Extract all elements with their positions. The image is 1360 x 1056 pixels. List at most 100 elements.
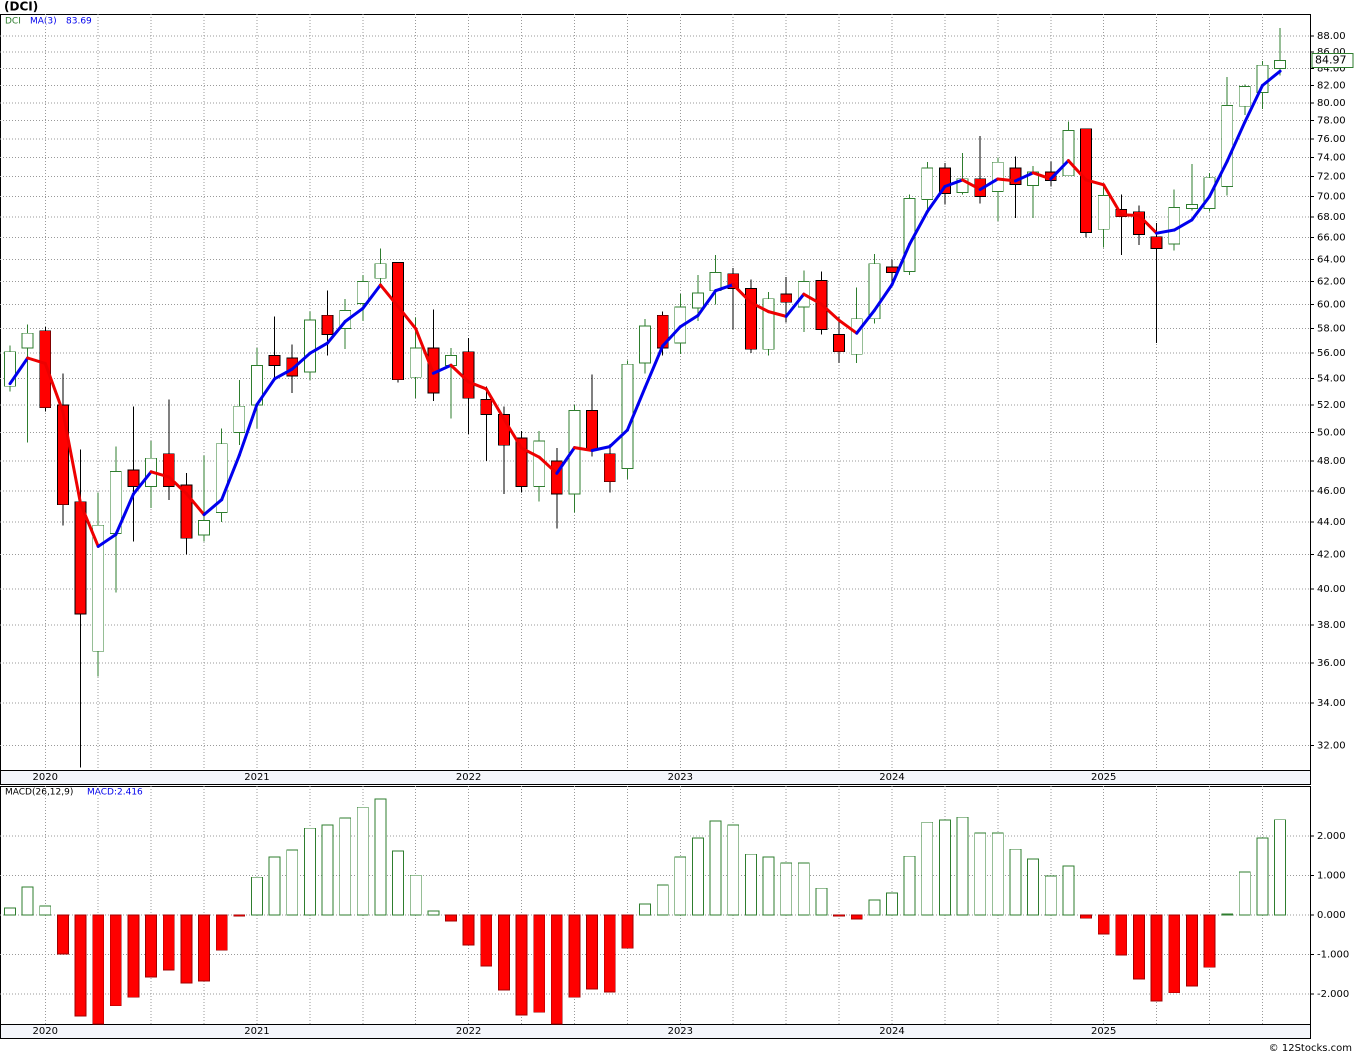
y-tick-label: 32.00	[1317, 740, 1346, 751]
ma-segment	[114, 492, 135, 536]
candle-body	[727, 273, 740, 289]
macd-bar	[1044, 875, 1057, 916]
ma-segment	[361, 283, 382, 310]
macd-bar	[1062, 865, 1075, 916]
y-tick-label: 38.00	[1317, 620, 1346, 631]
ma-segment	[220, 453, 241, 502]
macd-bar	[162, 914, 175, 971]
candle-body	[1274, 60, 1286, 69]
x-tick-label: 2024	[879, 772, 904, 783]
candle-body	[39, 330, 52, 409]
candle-body	[621, 363, 634, 469]
ma-segment	[96, 532, 118, 548]
macd-bar	[780, 862, 793, 916]
y-tick-label: 54.00	[1317, 373, 1346, 384]
x-axis-band	[0, 1024, 1311, 1039]
candle-body	[533, 440, 546, 487]
candle-body	[1009, 167, 1022, 185]
x-tick-label: 2021	[244, 772, 269, 783]
ma-segment	[326, 320, 347, 345]
macd-bar	[374, 798, 387, 916]
chart-title: (DCI)	[4, 0, 38, 14]
candle-body	[339, 310, 352, 329]
ma-segment	[1260, 69, 1282, 87]
legend-ma: MA(3)	[30, 17, 57, 27]
y-tick-label: -2.000	[1317, 989, 1349, 1000]
y-tick-label: 46.00	[1317, 486, 1346, 497]
macd-bar	[57, 914, 69, 955]
macd-bar	[868, 899, 881, 916]
macd-bar	[674, 856, 687, 916]
y-tick-label: 40.00	[1317, 584, 1346, 595]
legend-ma-value: 83.69	[66, 17, 92, 27]
candle-body	[233, 405, 246, 433]
ma-segment	[1243, 83, 1264, 124]
price-panel	[0, 14, 1311, 771]
ma-segment	[1137, 213, 1159, 235]
ma-segment	[961, 178, 982, 191]
candle-body	[127, 469, 140, 487]
ma-segment	[1155, 228, 1176, 235]
ma-segment	[202, 498, 224, 517]
ma-segment	[502, 417, 524, 450]
macd-bar	[251, 876, 263, 916]
ma-segment	[414, 327, 435, 375]
y-tick-label: 78.00	[1317, 116, 1346, 127]
candle-body	[4, 351, 16, 387]
ma-segment	[643, 344, 665, 390]
ma-segment	[1225, 120, 1247, 163]
candle-body	[639, 325, 651, 364]
candle-body	[921, 167, 934, 200]
last-price-box	[1311, 53, 1354, 69]
macd-bar	[1150, 914, 1163, 1002]
ma-segment	[167, 475, 188, 496]
ma-segment	[520, 446, 541, 459]
macd-bar	[797, 862, 810, 916]
macd-bar	[356, 806, 369, 916]
candle-body	[180, 484, 193, 539]
macd-bar	[215, 914, 228, 951]
ma-segment	[678, 314, 700, 329]
ma-segment	[996, 177, 1017, 183]
macd-bar	[1221, 913, 1234, 916]
y-tick-label: 1.000	[1317, 871, 1346, 882]
candle-body	[1221, 105, 1234, 187]
candle-body	[268, 355, 281, 367]
ma-segment	[978, 177, 1000, 191]
y-tick-label: 58.00	[1317, 323, 1346, 334]
x-tick-label: 2020	[33, 1026, 58, 1037]
macd-bar	[744, 853, 757, 916]
candle-body	[321, 314, 334, 335]
x-tick-label: 2025	[1091, 1026, 1116, 1037]
macd-bar	[709, 820, 722, 916]
candle-body	[480, 399, 493, 415]
footer: © 12Stocks.com	[1269, 1043, 1352, 1054]
ma-segment	[431, 363, 453, 375]
macd-bar	[321, 824, 334, 916]
y-tick-label: 66.00	[1317, 233, 1346, 244]
y-tick-label: 86.00	[1317, 47, 1346, 58]
ma-segment	[925, 185, 947, 214]
candle-body	[1185, 204, 1198, 209]
macd-bar	[498, 914, 510, 991]
macd-bar	[639, 903, 651, 916]
candle-body	[939, 167, 951, 194]
candle-body	[868, 263, 881, 320]
macd-bar	[339, 817, 352, 916]
ma-segment	[131, 470, 153, 496]
ma-segment	[855, 308, 876, 335]
candle-body	[1238, 85, 1251, 107]
ma-segment	[837, 318, 859, 335]
y-tick-label: 48.00	[1317, 456, 1346, 467]
candle-body	[850, 318, 863, 355]
ma-segment	[290, 351, 312, 371]
ma-segment	[273, 367, 294, 381]
macd-bar	[286, 849, 299, 916]
y-tick-label: 88.00	[1317, 31, 1346, 42]
candle-body	[568, 409, 581, 495]
ma-segment	[79, 502, 100, 548]
y-tick-label: 82.00	[1317, 80, 1346, 91]
macd-bar	[815, 887, 828, 916]
macd-bar	[427, 910, 440, 916]
x-axis-band	[0, 770, 1311, 785]
